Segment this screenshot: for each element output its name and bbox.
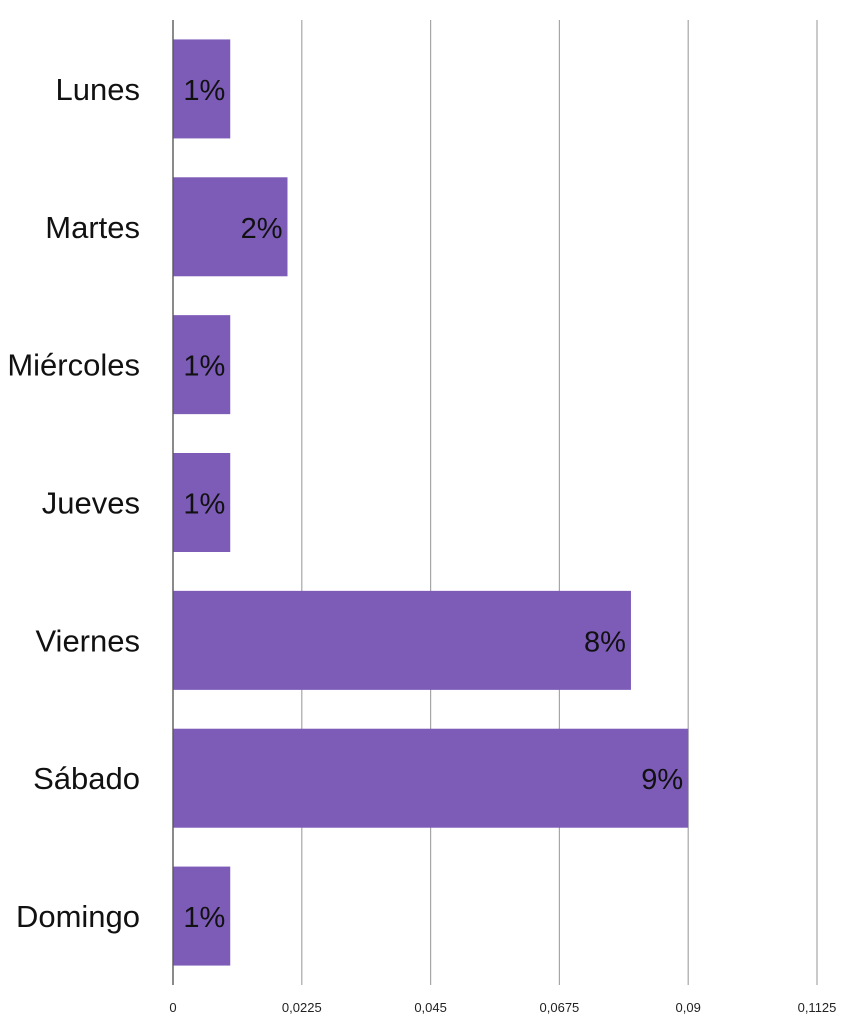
x-tick-label: 0,09 [676,1000,701,1015]
data-label: 1% [183,489,225,521]
data-label: 1% [183,902,225,934]
data-label: 9% [641,764,683,796]
category-labels: Lunes Martes Miércoles Jueves Viernes Sábado D… [7,72,140,934]
data-label: 2% [241,213,283,245]
data-label: 1% [183,351,225,383]
category-label: Viernes [35,623,140,658]
x-tick-label: 0,0225 [282,1000,322,1015]
category-label: Martes [45,210,140,245]
category-label: Lunes [56,72,140,107]
x-tick-label: 0,0675 [540,1000,580,1015]
category-label: Sábado [33,761,140,796]
x-tick-label: 0 [169,1000,176,1015]
category-label: Jueves [42,486,140,521]
x-tick-label: 0,045 [414,1000,447,1015]
bar [173,728,689,828]
bar [173,39,231,139]
bar [173,866,231,966]
category-label: Domingo [16,899,140,934]
bar [173,590,631,690]
gridlines [301,20,818,985]
bar [173,453,231,552]
data-labels: 1% 2% 1% 1% 8% 9% 1% [183,75,683,934]
x-tick-labels: 0 0,0225 0,045 0,0675 0,09 0,1125 [169,1000,836,1015]
x-tick-label: 0,1125 [798,1000,837,1015]
bar [173,315,231,415]
bars [173,39,689,966]
bar [173,177,288,277]
category-label: Miércoles [7,348,140,383]
data-label: 8% [584,626,626,658]
data-label: 1% [183,75,225,107]
